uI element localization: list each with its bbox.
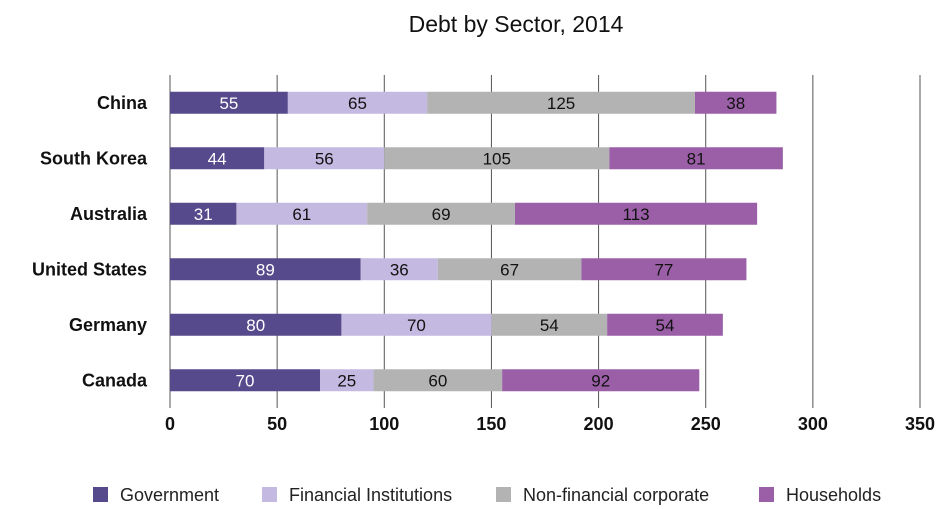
gridlines [169, 75, 921, 408]
bar-segment [170, 258, 361, 281]
bar-value-label: 31 [194, 205, 213, 224]
bar-value-label: 54 [540, 316, 559, 335]
x-axis-tick-labels: 0 50 100 150 200 250 300 350 [165, 414, 935, 434]
bar-segment [170, 147, 265, 170]
bar-value-label: 77 [654, 260, 673, 279]
bar-segment [384, 147, 610, 170]
category-labels: China South Korea Australia United States Ge… [32, 93, 148, 391]
bar-value-label: 65 [348, 94, 367, 113]
bar-value-label: 69 [432, 205, 451, 224]
bar-value-label: 80 [246, 316, 265, 335]
legend-label: Non-financial corporate [523, 485, 709, 505]
bar-value-label: 81 [687, 149, 706, 168]
bar-segment [264, 147, 385, 170]
bar-value-label: 70 [407, 316, 426, 335]
bar-segment [607, 313, 723, 336]
x-tick-label: 100 [369, 414, 399, 434]
bar-segment [170, 313, 342, 336]
bar-segment [341, 313, 492, 336]
x-tick-label: 200 [584, 414, 614, 434]
bar-segment [437, 258, 582, 281]
category-label: Canada [82, 370, 148, 390]
bar-value-label: 55 [219, 94, 238, 113]
x-tick-label: 0 [165, 414, 175, 434]
bar-value-label: 44 [208, 149, 227, 168]
bar-value-label: 113 [623, 205, 650, 224]
bar-segment [360, 258, 438, 281]
legend-label: Households [786, 485, 881, 505]
bar-segment [170, 202, 237, 225]
chart-title: Debt by Sector, 2014 [409, 11, 624, 37]
legend-swatch [262, 487, 277, 502]
category-label: Germany [69, 315, 147, 335]
x-tick-label: 350 [905, 414, 935, 434]
bar-value-label: 25 [337, 371, 356, 390]
bar-value-label: 56 [315, 149, 334, 168]
bar-area: 55 65 125 38 44 56 105 81 31 61 69 113 89 36 67 77 80 70 5… [170, 91, 783, 392]
bar-segment [367, 202, 515, 225]
bar-value-label: 125 [547, 94, 575, 113]
legend-swatch [496, 487, 511, 502]
bar-value-label: 89 [256, 260, 275, 279]
bar-segment [427, 91, 695, 114]
bar-segment [609, 147, 783, 170]
bar-value-label: 61 [292, 205, 311, 224]
bar-segment [236, 202, 368, 225]
bar-segment [320, 369, 374, 392]
bar-segment [491, 313, 608, 336]
bar-value-label: 92 [591, 371, 610, 390]
bar-segment [373, 369, 503, 392]
category-label: China [97, 93, 148, 113]
bar-value-label: 67 [500, 260, 519, 279]
x-tick-label: 300 [798, 414, 828, 434]
bar-segment [170, 91, 288, 114]
bar-value-label: 36 [390, 260, 409, 279]
bar-segment [581, 258, 747, 281]
bar-value-label: 105 [483, 149, 511, 168]
x-tick-label: 250 [691, 414, 721, 434]
bar-value-label: 70 [236, 371, 255, 390]
bar-segment [502, 369, 700, 392]
bar-segment [515, 202, 758, 225]
bar-value-label: 60 [428, 371, 447, 390]
category-label: United States [32, 259, 147, 279]
legend: Government Financial Institutions Non-fina… [93, 485, 881, 505]
bar-segment [695, 91, 777, 114]
bar-segment [287, 91, 428, 114]
legend-label: Financial Institutions [289, 485, 452, 505]
legend-swatch [759, 487, 774, 502]
x-tick-label: 50 [267, 414, 287, 434]
x-tick-label: 150 [476, 414, 506, 434]
bar-segment [170, 369, 320, 392]
category-label: South Korea [40, 148, 148, 168]
category-label: Australia [70, 204, 148, 224]
bar-value-label: 54 [656, 316, 675, 335]
legend-swatch [93, 487, 108, 502]
legend-label: Government [120, 485, 219, 505]
bar-value-label: 38 [726, 94, 745, 113]
